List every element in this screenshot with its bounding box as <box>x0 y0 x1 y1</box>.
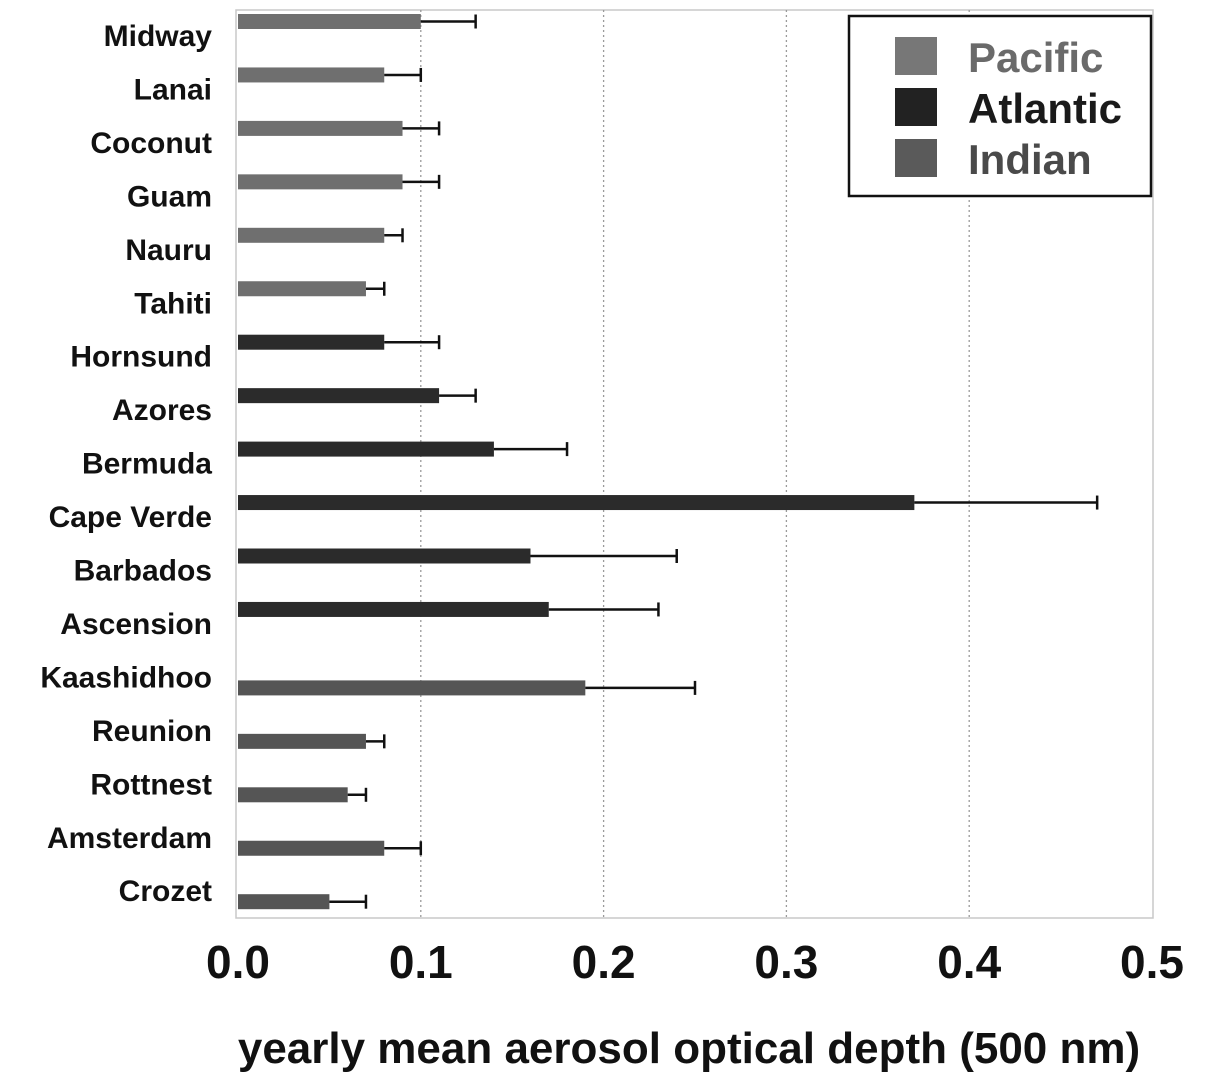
bar-lanai <box>238 67 385 83</box>
bar-barbados <box>238 548 531 564</box>
station-label-rottnest: Rottnest <box>90 768 212 801</box>
legend-label-atlantic: Atlantic <box>968 85 1122 132</box>
x-tick-label: 0.1 <box>389 936 453 988</box>
bar-midway <box>238 14 421 29</box>
error-bars <box>329 14 1099 909</box>
legend-label-pacific: Pacific <box>968 34 1103 81</box>
bar-coconut <box>238 120 403 136</box>
x-tick-label: 0.2 <box>572 936 636 988</box>
bar-guam <box>238 174 403 190</box>
station-label-hornsund: Hornsund <box>70 341 212 374</box>
station-label-bermuda: Bermuda <box>82 448 212 481</box>
station-label-coconut: Coconut <box>90 127 212 160</box>
bar-kaashidhoo <box>238 680 586 696</box>
legend-label-indian: Indian <box>968 136 1092 183</box>
bar-nauru <box>238 227 385 243</box>
bar-rottnest <box>238 787 348 803</box>
station-label-barbados: Barbados <box>74 555 212 588</box>
x-tick-label: 0.4 <box>937 936 1001 988</box>
station-label-midway: Midway <box>104 20 213 53</box>
x-tick-label: 0.0 <box>206 936 270 988</box>
x-tick-label: 0.3 <box>754 936 818 988</box>
bar-bermuda <box>238 441 494 457</box>
station-label-guam: Guam <box>127 180 212 213</box>
bar-series <box>238 14 915 910</box>
station-label-azores: Azores <box>112 394 212 427</box>
station-label-crozet: Crozet <box>119 875 212 908</box>
legend-swatch-indian <box>895 139 937 177</box>
bar-cape-verde <box>238 495 915 511</box>
legend-swatch-atlantic <box>895 88 937 126</box>
bar-amsterdam <box>238 840 385 856</box>
station-labels: Midway Lanai Coconut Guam Nauru Tahiti Hornsun… <box>40 20 212 908</box>
x-tick-label: 0.5 <box>1120 936 1184 988</box>
bar-crozet <box>238 894 330 910</box>
station-label-kaashidhoo: Kaashidhoo <box>40 661 212 694</box>
station-label-reunion: Reunion <box>92 715 212 748</box>
station-label-ascension: Ascension <box>60 608 212 641</box>
bar-tahiti <box>238 281 366 297</box>
bar-hornsund <box>238 334 385 350</box>
x-tick-labels: 0.0 0.1 0.2 0.3 0.4 0.5 <box>206 936 1184 988</box>
station-label-tahiti: Tahiti <box>134 287 212 320</box>
legend: Pacific Atlantic Indian <box>847 14 1153 198</box>
x-axis-title: yearly mean aerosol optical depth (500 n… <box>238 1024 1140 1073</box>
legend-swatch-pacific <box>895 37 937 75</box>
station-label-cape-verde: Cape Verde <box>49 501 212 534</box>
station-label-nauru: Nauru <box>125 234 212 267</box>
bar-reunion <box>238 733 366 749</box>
station-label-lanai: Lanai <box>134 73 212 106</box>
bar-ascension <box>238 601 549 617</box>
bar-azores <box>238 388 440 404</box>
station-label-amsterdam: Amsterdam <box>47 822 212 855</box>
